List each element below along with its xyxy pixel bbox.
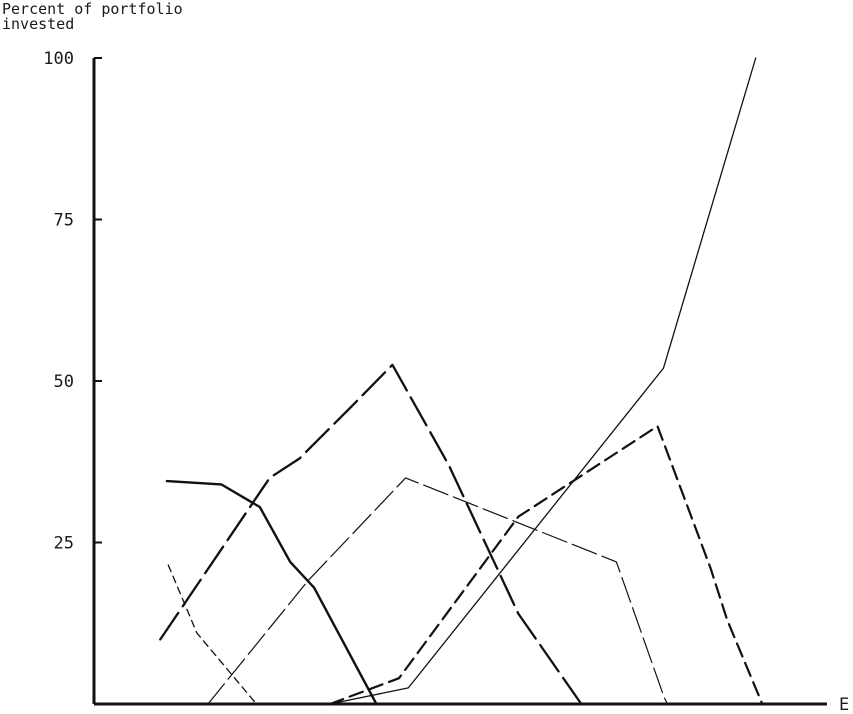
series-line-6: [167, 564, 258, 705]
series-line-1: [329, 57, 757, 705]
y-tick-label: 50: [54, 372, 74, 392]
x-axis-label: E: [839, 695, 849, 714]
y-axis-label: Percent of portfolio invested: [2, 0, 183, 33]
y-tick-label: 25: [54, 534, 74, 554]
y-tick-label: 100: [43, 49, 74, 69]
series-line-5: [165, 479, 378, 706]
series-line-2: [328, 425, 764, 706]
series-lines: [159, 57, 764, 706]
series-line-3: [207, 477, 669, 705]
y-tick-label: 75: [54, 211, 74, 231]
series-line-4: [159, 363, 583, 706]
axes: [92, 58, 827, 706]
y-ticks: 100 75 50 25: [43, 49, 102, 554]
